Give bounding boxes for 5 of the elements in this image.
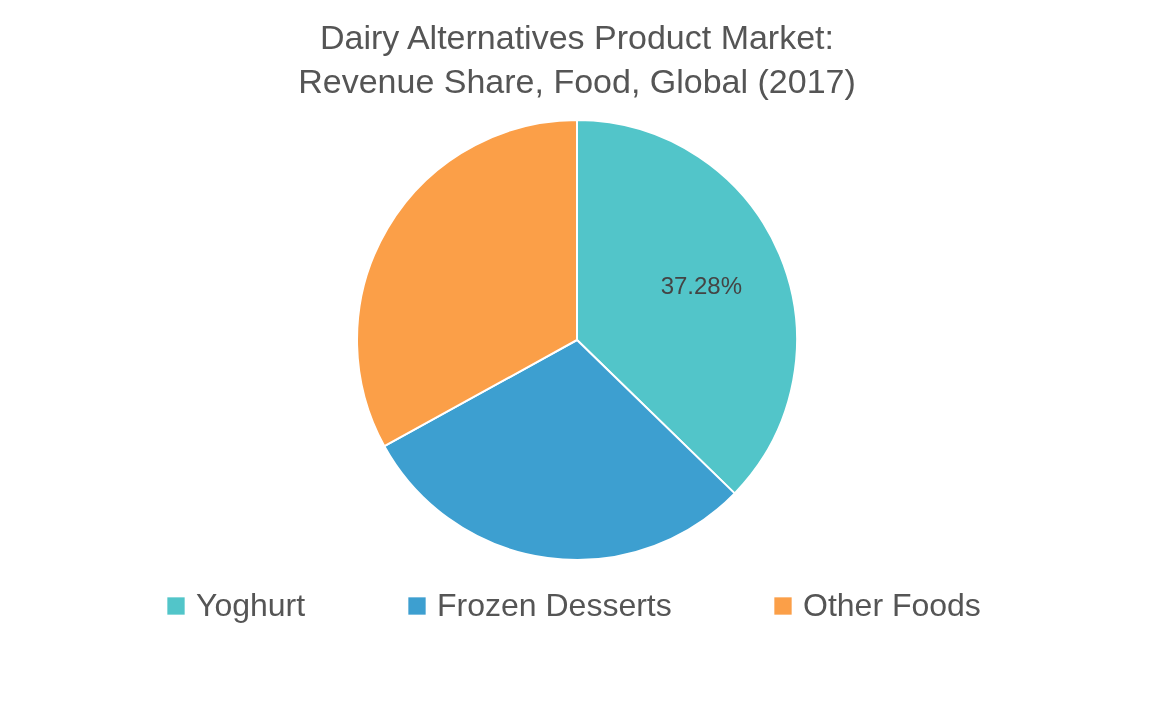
legend-label: Frozen Desserts	[437, 587, 672, 623]
legend-label: Other Foods	[803, 587, 981, 623]
data-label: 37.28%	[660, 272, 743, 300]
legend-label: Yoghurt	[196, 587, 306, 623]
chart-title: Dairy Alternatives Product Market: Revenue Share, Food, Global (2017)	[298, 18, 856, 100]
